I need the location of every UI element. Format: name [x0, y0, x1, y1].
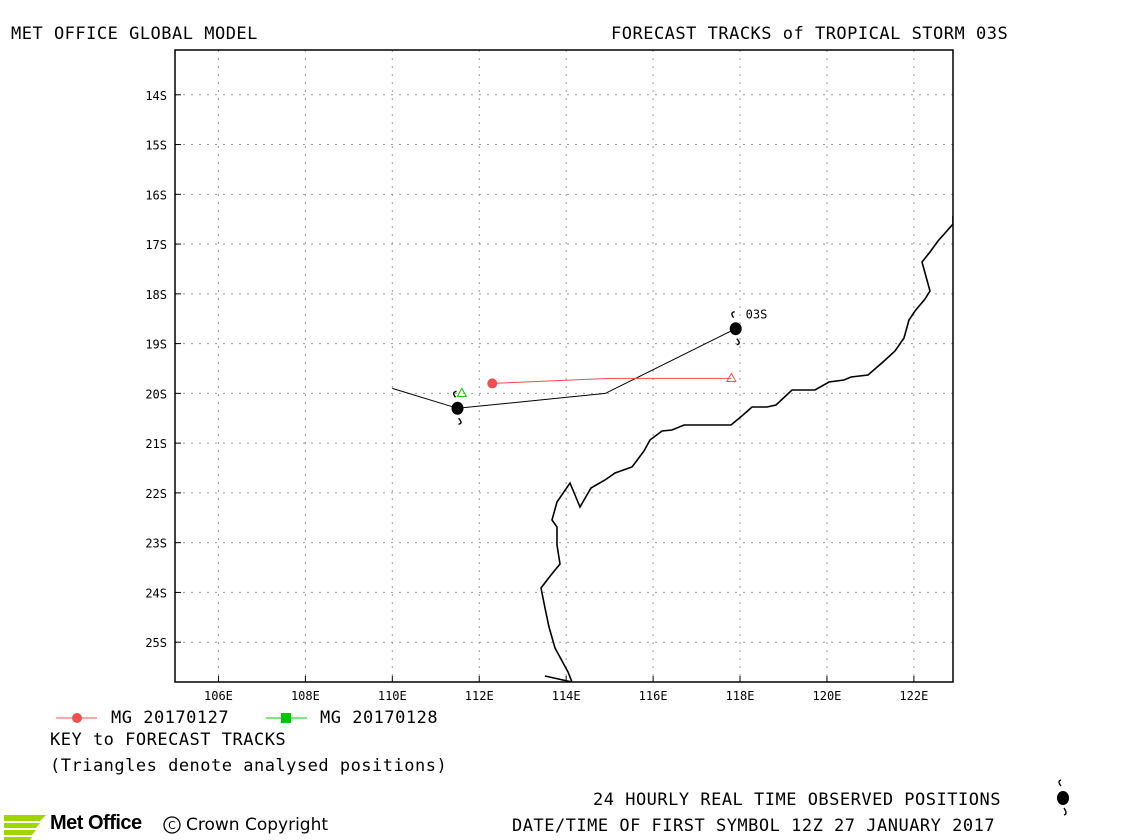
- lat-tick-label: 16S: [145, 188, 167, 202]
- lat-tick-label: 23S: [145, 537, 167, 551]
- analysed-position-20170128: [456, 387, 468, 397]
- lat-tick-label: 19S: [145, 338, 167, 352]
- lon-tick-label: 120E: [813, 689, 842, 703]
- legend-key-title: KEY to FORECAST TRACKS: [50, 730, 287, 750]
- cyclone-symbol-icon: [451, 390, 464, 425]
- lat-tick-label: 20S: [145, 387, 167, 401]
- copyright-c: C: [168, 819, 176, 832]
- lon-tick-label: 114E: [552, 689, 581, 703]
- axis-ticks: 14S 15S 16S 17S 18S 19S 20S 21S 22S 23S 24S 25S 106E…: [145, 89, 928, 703]
- lat-tick-label: 24S: [145, 586, 167, 600]
- storm-label: 03S: [746, 308, 768, 322]
- legend-series-1: MG 20170127: [111, 708, 230, 728]
- chart-title: FORECAST TRACKS of TROPICAL STORM 03S: [611, 24, 1009, 44]
- map-grid: [175, 50, 953, 682]
- lat-tick-label: 15S: [145, 139, 167, 153]
- met-office-logo-text: Met Office: [50, 812, 142, 834]
- legend-key-note: (Triangles denote analysed positions): [50, 756, 448, 776]
- coastline: [540, 216, 953, 682]
- lon-tick-label: 110E: [378, 689, 407, 703]
- map-frame: [174, 49, 954, 683]
- copyright-icon: [163, 816, 181, 834]
- analysed-position-20170127: [725, 372, 737, 382]
- observed-symbol-icon: [1057, 779, 1069, 816]
- first-symbol-note: DATE/TIME OF FIRST SYMBOL 12Z 27 JANUARY…: [512, 816, 996, 836]
- lon-tick-label: 112E: [465, 689, 494, 703]
- observed-note: 24 HOURLY REAL TIME OBSERVED POSITIONS: [593, 790, 1001, 810]
- lon-tick-label: 116E: [639, 689, 668, 703]
- tracks-layer: [392, 311, 742, 425]
- observed-track-line: [392, 328, 736, 409]
- model-title: MET OFFICE GLOBAL MODEL: [11, 24, 258, 44]
- lat-tick-label: 22S: [145, 487, 167, 501]
- lon-tick-label: 118E: [726, 689, 755, 703]
- lon-tick-label: 108E: [291, 689, 320, 703]
- lat-tick-label: 17S: [145, 238, 167, 252]
- lat-tick-label: 18S: [145, 288, 167, 302]
- lat-tick-label: 21S: [145, 437, 167, 451]
- lon-tick-label: 106E: [204, 689, 233, 703]
- lat-tick-label: 25S: [145, 636, 167, 650]
- met-office-logo-icon: [4, 815, 46, 840]
- crown-copyright: Crown Copyright: [186, 815, 329, 835]
- legend-series-2: MG 20170128: [320, 708, 439, 728]
- lat-tick-label: 14S: [145, 89, 167, 103]
- cyclone-symbol-icon: [729, 311, 742, 346]
- legend-marker-red: [72, 713, 82, 723]
- forecast-track-20170127: [492, 377, 732, 384]
- forecast-start-marker-20170127: [487, 378, 498, 389]
- legend-marker-green: [281, 713, 291, 723]
- lon-tick-label: 122E: [899, 689, 928, 703]
